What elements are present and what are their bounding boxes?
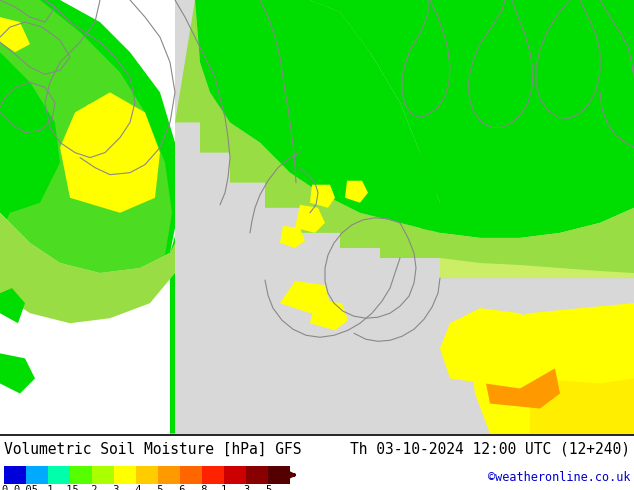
Polygon shape — [175, 0, 430, 258]
Bar — [224, 466, 246, 484]
Text: 3: 3 — [243, 485, 249, 490]
Polygon shape — [175, 0, 634, 434]
Polygon shape — [310, 0, 634, 238]
Bar — [246, 466, 268, 484]
Text: ©weatheronline.co.uk: ©weatheronline.co.uk — [488, 471, 630, 484]
Bar — [4, 466, 26, 484]
Polygon shape — [350, 0, 634, 275]
Text: 5: 5 — [265, 485, 271, 490]
Polygon shape — [0, 0, 172, 275]
Polygon shape — [0, 353, 35, 393]
Polygon shape — [0, 42, 90, 163]
Polygon shape — [170, 0, 634, 434]
Polygon shape — [540, 0, 620, 77]
Polygon shape — [175, 0, 440, 258]
Bar — [26, 466, 48, 484]
Polygon shape — [345, 181, 368, 203]
Bar — [180, 466, 202, 484]
Text: 0.05: 0.05 — [13, 485, 39, 490]
Text: .1: .1 — [42, 485, 55, 490]
Polygon shape — [300, 0, 634, 253]
Polygon shape — [280, 226, 305, 248]
Polygon shape — [440, 258, 634, 278]
Polygon shape — [440, 308, 555, 389]
Bar — [114, 466, 136, 484]
Bar — [202, 466, 224, 484]
Polygon shape — [420, 0, 634, 253]
Text: 1: 1 — [221, 485, 227, 490]
Text: Volumetric Soil Moisture [hPa] GFS: Volumetric Soil Moisture [hPa] GFS — [4, 441, 302, 457]
Text: .15: .15 — [61, 485, 79, 490]
Bar — [158, 466, 180, 484]
Text: .3: .3 — [108, 485, 120, 490]
Text: .6: .6 — [174, 485, 186, 490]
Polygon shape — [295, 205, 325, 233]
Polygon shape — [440, 208, 634, 278]
Polygon shape — [430, 0, 490, 67]
Text: .2: .2 — [86, 485, 98, 490]
Polygon shape — [510, 0, 634, 107]
Polygon shape — [0, 288, 25, 323]
Polygon shape — [485, 358, 560, 409]
Polygon shape — [0, 213, 180, 323]
Polygon shape — [0, 17, 30, 52]
Text: 0: 0 — [1, 485, 7, 490]
Bar — [70, 466, 92, 484]
Bar — [268, 466, 290, 484]
Polygon shape — [400, 0, 520, 102]
Polygon shape — [80, 104, 115, 132]
Bar — [92, 466, 114, 484]
Polygon shape — [195, 0, 440, 233]
Polygon shape — [310, 300, 348, 330]
Text: Th 03-10-2024 12:00 UTC (12+240): Th 03-10-2024 12:00 UTC (12+240) — [350, 441, 630, 457]
Text: .8: .8 — [196, 485, 208, 490]
Polygon shape — [470, 303, 634, 434]
Bar — [136, 466, 158, 484]
Bar — [48, 466, 70, 484]
Polygon shape — [280, 281, 330, 313]
Text: .5: .5 — [152, 485, 164, 490]
Polygon shape — [530, 378, 634, 434]
Polygon shape — [310, 185, 335, 208]
Polygon shape — [0, 0, 180, 273]
Polygon shape — [60, 92, 160, 213]
Text: .4: .4 — [130, 485, 142, 490]
